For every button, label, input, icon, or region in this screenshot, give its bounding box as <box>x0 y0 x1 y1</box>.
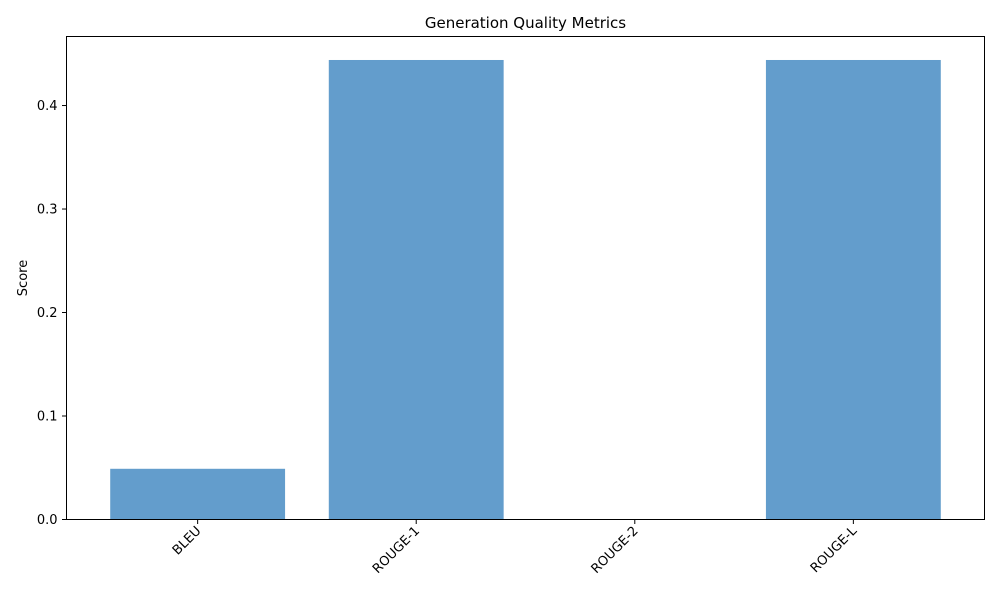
y-tick-label: 0.4 <box>37 99 58 114</box>
x-axis-ticks: BLEU ROUGE-1 ROUGE-2 ROUGE-L <box>170 519 861 577</box>
x-tick-label: ROUGE-1 <box>370 524 423 577</box>
y-tick-label: 0.3 <box>37 203 58 218</box>
x-tick-label: BLEU <box>170 524 205 559</box>
x-tick-label: ROUGE-L <box>808 523 861 576</box>
bars-layer <box>110 59 941 520</box>
bar-bleu <box>110 468 286 520</box>
y-tick-label: 0.1 <box>37 410 58 425</box>
y-tick-label: 0.2 <box>37 306 58 321</box>
bar-rouge-1 <box>328 59 504 520</box>
bar-rouge-l <box>765 59 941 520</box>
y-tick-label: 0.0 <box>37 513 58 528</box>
x-tick-label: ROUGE-2 <box>589 524 642 577</box>
chart-title: Generation Quality Metrics <box>425 14 626 32</box>
y-axis-title: Score <box>16 260 31 296</box>
plot-frame <box>66 36 985 520</box>
y-axis-ticks: 0.0 0.1 0.2 0.3 0.4 <box>37 99 67 528</box>
